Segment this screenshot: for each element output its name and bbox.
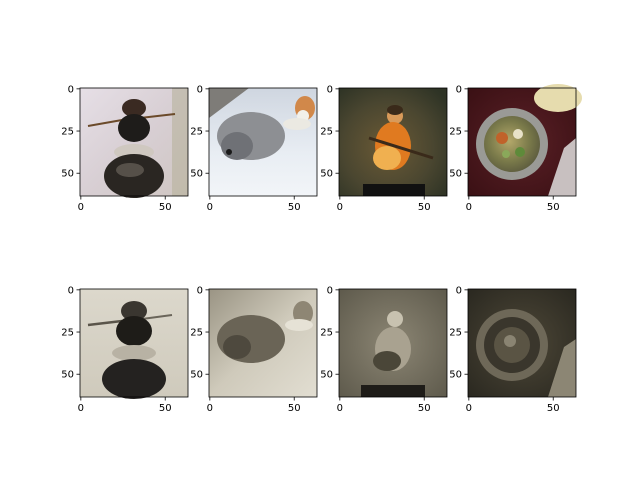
y-tick-label: 50 — [61, 370, 74, 381]
x-tick-label: 0 — [207, 403, 213, 414]
panel-image — [339, 88, 447, 196]
panel-frame — [467, 87, 577, 197]
y-tick-label: 25 — [320, 127, 333, 138]
x-tick-label: 50 — [288, 403, 301, 414]
y-tick-label: 25 — [61, 127, 74, 138]
x-tick-label: 50 — [159, 202, 172, 213]
y-tick-label: 50 — [190, 169, 203, 180]
panel-frame — [208, 87, 318, 197]
image-panel-1-0: 0 50 0 25 50 — [61, 285, 189, 414]
panel-frame — [338, 87, 448, 197]
y-tick-label: 0 — [68, 84, 74, 95]
y-tick-label: 0 — [197, 84, 203, 95]
image-panel-0-0: 0 50 0 25 50 — [61, 84, 189, 213]
panel-image — [80, 289, 188, 399]
image-panel-0-3: 0 50 0 25 50 — [449, 84, 582, 213]
panel-image — [468, 84, 582, 196]
y-tick-label: 0 — [456, 84, 462, 95]
panel-frame — [79, 87, 189, 197]
image-panel-0-1: 0 50 0 25 50 — [190, 84, 318, 213]
y-tick-label: 50 — [449, 370, 462, 381]
x-tick-label: 50 — [547, 202, 560, 213]
image-panel-0-2: 0 50 0 25 50 — [320, 84, 448, 213]
y-tick-label: 0 — [197, 285, 203, 296]
image-panel-1-2: 0 50 0 25 50 — [320, 285, 448, 414]
panel-frame — [79, 288, 189, 398]
y-tick-label: 50 — [320, 169, 333, 180]
panel-image — [80, 88, 188, 198]
x-tick-label: 0 — [337, 202, 343, 213]
x-tick-label: 50 — [547, 403, 560, 414]
x-tick-label: 0 — [337, 403, 343, 414]
panel-frame — [467, 288, 577, 398]
y-tick-label: 50 — [190, 370, 203, 381]
y-tick-label: 0 — [327, 84, 333, 95]
panel-frame — [208, 288, 318, 398]
y-tick-label: 50 — [449, 169, 462, 180]
y-tick-label: 0 — [68, 285, 74, 296]
y-tick-label: 25 — [61, 328, 74, 339]
y-tick-label: 50 — [320, 370, 333, 381]
x-tick-label: 0 — [466, 403, 472, 414]
panel-image — [209, 289, 317, 397]
x-tick-label: 50 — [159, 403, 172, 414]
x-tick-label: 50 — [418, 202, 431, 213]
x-tick-label: 0 — [466, 202, 472, 213]
y-tick-label: 25 — [449, 127, 462, 138]
y-tick-label: 50 — [61, 169, 74, 180]
image-panel-1-1: 0 50 0 25 50 — [190, 285, 318, 414]
image-panel-1-3: 0 50 0 25 50 — [449, 285, 577, 414]
panel-frame — [338, 288, 448, 398]
x-tick-label: 0 — [78, 403, 84, 414]
panel-image — [468, 289, 576, 397]
y-tick-label: 25 — [190, 127, 203, 138]
panel-image — [209, 88, 317, 196]
y-tick-label: 25 — [449, 328, 462, 339]
y-tick-label: 0 — [456, 285, 462, 296]
x-tick-label: 0 — [78, 202, 84, 213]
panel-image — [339, 289, 447, 397]
x-tick-label: 50 — [288, 202, 301, 213]
y-tick-label: 25 — [320, 328, 333, 339]
x-tick-label: 0 — [207, 202, 213, 213]
y-tick-label: 25 — [190, 328, 203, 339]
x-tick-label: 50 — [418, 403, 431, 414]
y-tick-label: 0 — [327, 285, 333, 296]
